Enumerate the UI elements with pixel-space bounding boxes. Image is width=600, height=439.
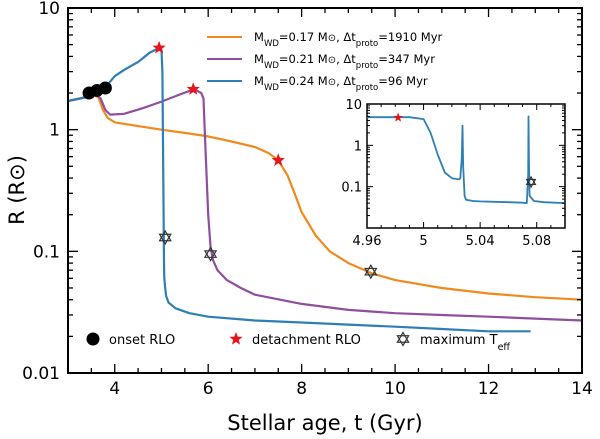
x-tick-label: 14	[571, 379, 593, 399]
inset-x-tick-label: 5.08	[522, 234, 551, 249]
legend-proto-sub-1: proto	[356, 61, 378, 71]
detachment-rlo-marker	[152, 40, 166, 54]
legend-dt-0: 1910	[388, 30, 417, 44]
series-line-2	[67, 46, 531, 333]
inset-maximum-teff-tri-up	[525, 175, 537, 186]
legend-label-1: MWD=0.21 M⊙, Δtproto=347 Myr	[254, 52, 435, 71]
detachment-rlo-marker	[186, 82, 200, 95]
y-axis-ticks: 0.01 0.1 1 10	[22, 0, 582, 384]
marker-legend: onset RLO detachment RLO maximum Teff	[86, 331, 510, 353]
maximum-teff-marker-tri-up	[158, 229, 172, 242]
x-tick-label: 10	[384, 379, 406, 399]
legend-wd-sub-1: WD	[264, 61, 279, 71]
detachment-rlo-legend-symbol	[229, 332, 243, 345]
inset-frame	[366, 103, 566, 229]
legend-mwd-1: 0.21	[289, 52, 315, 66]
legend-wd-sub-0: WD	[264, 39, 279, 49]
chart-markers	[82, 40, 378, 280]
legend-dt-2: 96	[388, 74, 403, 88]
detachment-rlo-legend-label: detachment RLO	[252, 333, 361, 348]
inset-maximum-teff-marker	[525, 175, 537, 189]
maximum-teff-legend-sub: eff	[498, 342, 511, 353]
x-tick-label: 8	[296, 379, 307, 399]
legend-proto-sub-0: proto	[356, 39, 378, 49]
maximum-teff-marker-tri-up	[364, 264, 378, 276]
inset-series-path	[367, 115, 566, 205]
maximum-teff-legend-label: maximum Teff	[420, 333, 510, 353]
legend-label-2: MWD=0.24 M⊙, Δtproto=96 Myr	[254, 74, 428, 93]
x-tick-label: 6	[203, 379, 214, 399]
inset-x-tick-label: 5.04	[466, 234, 495, 249]
y-tick-label: 1	[49, 121, 60, 141]
inset-y-tick-label: 0.1	[341, 181, 362, 196]
inset-axis-ticks: 4.96 5 5.04 5.08 0.1 1 10	[341, 98, 566, 249]
inset-y-tick-label: 10	[345, 98, 362, 113]
x-tick-label: 12	[478, 379, 500, 399]
onset-rlo-marker	[98, 81, 112, 95]
maximum-teff-marker-tri-down	[158, 233, 172, 246]
main-series-lines	[67, 46, 583, 333]
inset-series-line	[367, 115, 566, 205]
legend-dt-1: 347	[388, 52, 410, 66]
detachment-rlo-marker	[271, 153, 285, 166]
series-line-0	[67, 94, 583, 301]
inset-y-tick-label: 1	[354, 139, 362, 154]
series-line-1	[67, 88, 583, 322]
legend-hex-tri-down	[396, 335, 410, 347]
maximum-teff-marker-tri-down	[203, 250, 218, 262]
inset-maximum-teff-tri-down	[525, 178, 537, 189]
legend-proto-sub-2: proto	[356, 83, 378, 93]
legend-mwd-0: 0.17	[289, 30, 315, 44]
series-legend: MWD=0.17 M⊙, Δtproto=1910 Myr MWD=0.21 M…	[207, 30, 443, 93]
x-axis-title: Stellar age, t (Gyr)	[227, 411, 422, 435]
inset-x-tick-label: 4.96	[353, 234, 382, 249]
onset-rlo-legend-label: onset RLO	[109, 333, 175, 348]
maximum-teff-marker	[203, 246, 218, 262]
y-tick-label: 0.1	[33, 242, 60, 262]
inset-markers	[393, 112, 537, 189]
legend-mwd-2: 0.24	[289, 74, 315, 88]
legend-label-0: MWD=0.17 M⊙, Δtproto=1910 Myr	[254, 30, 443, 49]
maximum-teff-marker-tri-up	[203, 246, 218, 258]
inset-panel: 4.96 5 5.04 5.08 0.1 1 10	[341, 98, 566, 249]
maximum-teff-marker	[158, 229, 172, 246]
inset-x-tick-label: 5	[419, 234, 427, 249]
y-tick-label: 0.01	[22, 364, 60, 384]
x-axis-ticks: 4 6 8 10 12 14	[90, 8, 593, 399]
legend-wd-sub-2: WD	[264, 83, 279, 93]
maximum-teff-legend-text: maximum T	[420, 333, 498, 348]
legend-entry-2: MWD=0.24 M⊙, Δtproto=96 Myr	[207, 74, 428, 93]
legend-entry-0: MWD=0.17 M⊙, Δtproto=1910 Myr	[207, 30, 443, 49]
onset-rlo-legend-symbol	[86, 332, 100, 346]
y-axis-title: R (R⊙)	[5, 155, 29, 225]
x-tick-label: 4	[109, 379, 120, 399]
y-tick-label: 10	[38, 0, 60, 19]
maximum-teff-legend-symbol	[396, 331, 410, 347]
legend-entry-1: MWD=0.21 M⊙, Δtproto=347 Myr	[207, 52, 435, 71]
maximum-teff-marker-tri-down	[364, 267, 378, 280]
inset-detachment-marker	[393, 112, 403, 122]
maximum-teff-marker	[364, 264, 378, 280]
legend-hex-tri-up	[396, 331, 410, 343]
